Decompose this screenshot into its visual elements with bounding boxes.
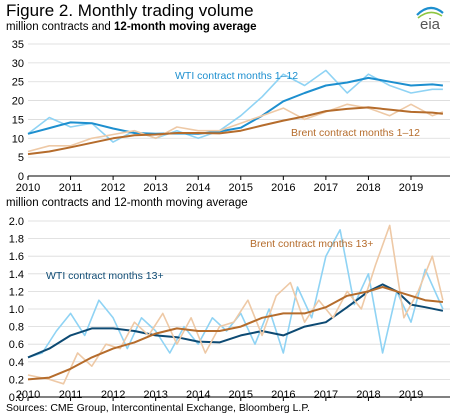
chart-subtitle-bottom: million contracts and 12-month moving av…	[6, 197, 248, 209]
x-tick-label: 2012	[101, 389, 125, 401]
chart-subtitle-top: million contracts and 12-month moving av…	[6, 21, 257, 33]
y-tick-label: 15	[12, 114, 24, 126]
y-tick-label: 0.6	[9, 339, 24, 351]
x-tick-label: 2014	[186, 389, 210, 401]
logo-arc	[416, 6, 444, 16]
x-tick-label: 2013	[143, 182, 167, 194]
x-tick-label: 2018	[356, 182, 380, 194]
series-label-brent-average: Brent contract months 1–12	[291, 127, 420, 139]
x-tick-label: 2013	[143, 389, 167, 401]
y-tick-label: 20	[12, 96, 24, 108]
series-label-brent-average: Brent contract months 13+	[250, 238, 373, 250]
y-tick-label: 0.0	[9, 392, 24, 404]
series-line-brent-average	[27, 286, 444, 381]
subtitle-plain: million contracts and	[6, 21, 115, 33]
y-tick-label: 0	[18, 171, 24, 183]
chart-panel-wti-brent-1-12: 0 5 10 15 20 25 30 35 2010 2011 2012 2013 2014 2015 20…	[12, 39, 450, 194]
logo-text: eia	[420, 16, 441, 32]
series-line-brent-monthly	[27, 224, 444, 385]
chart-panel-wti-brent-13plus: 0.0 0.2 0.4 0.6 0.8 1.0 1.2 1.4 1.6 1.8 2.0 2010 201…	[9, 216, 450, 404]
source-note: Sources: CME Group, Intercontinental Exc…	[6, 402, 310, 414]
y-tick-label: 5	[18, 152, 24, 164]
figure-title: Figure 2. Monthly trading volume	[6, 1, 254, 20]
x-tick-label: 2010	[16, 389, 40, 401]
series-line-wti-monthly	[27, 69, 443, 143]
x-tick-label: 2011	[59, 389, 83, 401]
x-tick-label: 2019	[399, 389, 423, 401]
eia-logo: eia	[416, 6, 444, 32]
series-label-wti-average: WTI contract months 1–12	[175, 70, 298, 82]
x-tick-label: 2016	[271, 389, 295, 401]
series-line-wti-average	[27, 76, 444, 135]
logo-arc-green	[417, 11, 443, 19]
y-tick-label: 1.6	[9, 251, 24, 263]
x-tick-label: 2012	[101, 182, 125, 194]
series-label-wti13-average: WTI contract months 13+	[46, 270, 164, 282]
series-line-brent-average	[27, 106, 444, 156]
series-line-brent-monthly	[27, 103, 444, 153]
y-tick-label: 1.0	[9, 304, 24, 316]
y-tick-label: 1.8	[9, 234, 24, 246]
x-tick-label: 2010	[16, 182, 40, 194]
x-tick-label: 2014	[186, 182, 210, 194]
x-tick-label: 2016	[271, 182, 295, 194]
y-tick-label: 0.8	[9, 322, 24, 334]
x-tick-label: 2018	[356, 389, 380, 401]
series-line-wti13-average	[27, 283, 444, 359]
y-tick-label: 0.4	[9, 357, 24, 369]
y-tick-label: 0.2	[9, 374, 24, 386]
y-tick-label: 30	[12, 58, 24, 70]
y-tick-label: 2.0	[9, 216, 24, 228]
y-tick-label: 1.2	[9, 286, 24, 298]
y-tick-label: 1.4	[9, 269, 24, 281]
subtitle-bold: 12-month moving average	[114, 21, 257, 33]
x-tick-label: 2019	[399, 182, 423, 194]
x-tick-label: 2015	[229, 389, 253, 401]
y-tick-label: 35	[12, 39, 24, 51]
x-tick-label: 2017	[314, 182, 338, 194]
x-tick-label: 2015	[229, 182, 253, 194]
x-tick-label: 2011	[59, 182, 83, 194]
y-tick-label: 25	[12, 77, 24, 89]
x-tick-label: 2017	[314, 389, 338, 401]
y-tick-label: 10	[12, 133, 24, 145]
